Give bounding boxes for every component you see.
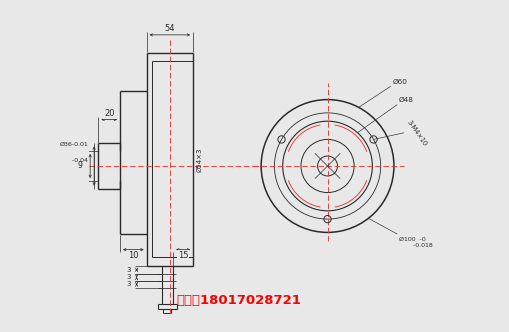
Text: 54: 54: [164, 24, 175, 34]
Text: 10: 10: [128, 251, 138, 260]
Text: 3: 3: [126, 267, 131, 273]
Text: 15: 15: [178, 251, 188, 260]
Text: Ø54×3: Ø54×3: [196, 147, 203, 172]
Text: 3-M4×10: 3-M4×10: [406, 119, 428, 147]
Text: 3: 3: [126, 281, 131, 288]
Text: Ø60: Ø60: [392, 79, 407, 85]
Text: 9: 9: [78, 161, 83, 171]
Text: 手机：18017028721: 手机：18017028721: [177, 294, 301, 307]
Text: 20: 20: [104, 109, 115, 118]
Text: Ø48: Ø48: [399, 97, 414, 103]
Text: -0.04: -0.04: [65, 157, 89, 163]
Text: 3: 3: [126, 274, 131, 280]
Text: Ø100  -0
       -0.018: Ø100 -0 -0.018: [399, 237, 433, 248]
Text: Ø36-0.01: Ø36-0.01: [60, 142, 89, 147]
